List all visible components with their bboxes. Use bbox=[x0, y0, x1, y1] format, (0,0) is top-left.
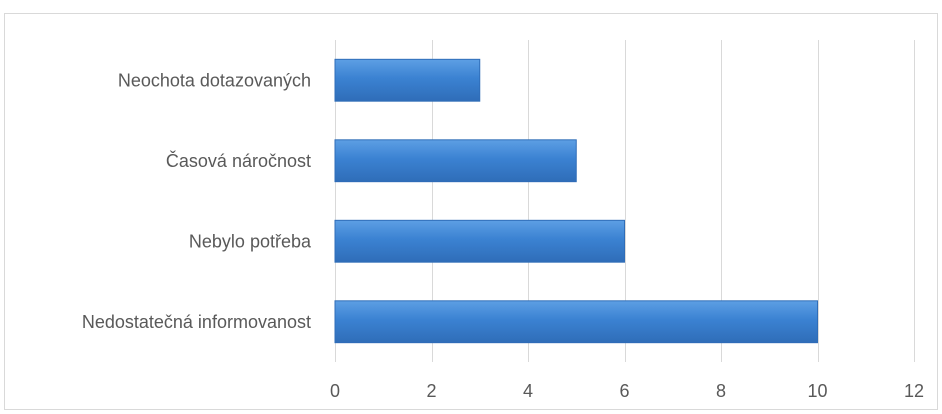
x-tick-label: 8 bbox=[716, 381, 726, 401]
x-tick-label: 6 bbox=[619, 381, 629, 401]
bar bbox=[334, 300, 818, 344]
x-axis-tick-labels: 0 2 4 6 8 10 12 bbox=[330, 381, 924, 401]
x-tick-label: 0 bbox=[330, 381, 340, 401]
category-label: Neochota dotazovaných bbox=[118, 70, 311, 90]
bar bbox=[334, 58, 481, 102]
category-label: Nedostatečná informovanost bbox=[82, 312, 311, 332]
x-tick-label: 4 bbox=[523, 381, 533, 401]
bar bbox=[334, 219, 625, 263]
x-tick-label: 10 bbox=[807, 381, 827, 401]
x-tick-label: 12 bbox=[904, 381, 924, 401]
category-labels: Nedostatečná informovanost Nebylo potřeba… bbox=[82, 70, 312, 332]
bars bbox=[334, 58, 818, 344]
category-label: Nebylo potřeba bbox=[189, 231, 312, 251]
category-label: Časová náročnost bbox=[166, 150, 311, 171]
bar bbox=[334, 139, 577, 183]
x-tick-label: 2 bbox=[426, 381, 436, 401]
